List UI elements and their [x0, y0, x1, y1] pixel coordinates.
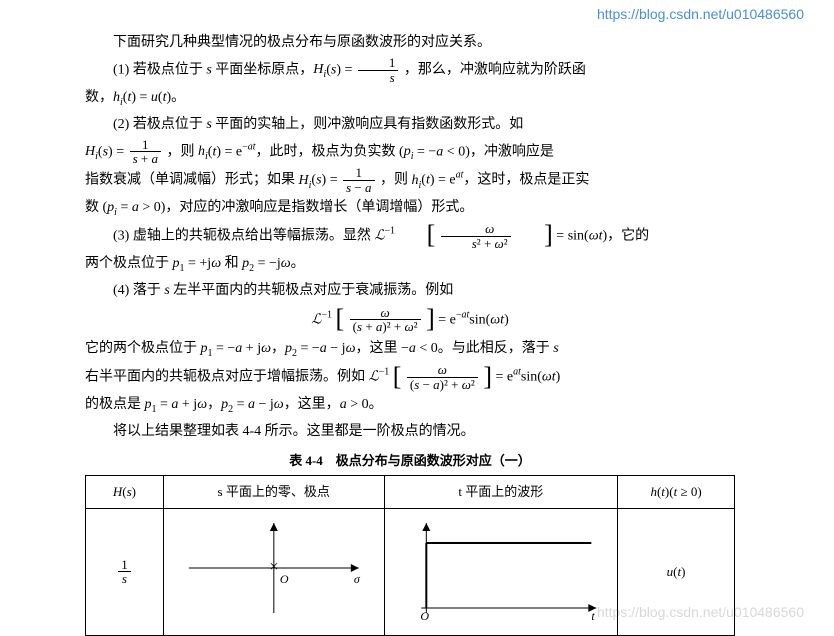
- para-3-line2: 两个极点位于 p1 = +jω 和 p2 = −jω。: [85, 251, 735, 278]
- para-2-line3: 指数衰减（单调减幅）形式；如果 Hi(s) = 1 s − a ，则 hi(t)…: [85, 166, 735, 195]
- equation-4: ℒ−1 [ ω (s + a)² + ω² ] = e−atsin(ωt): [85, 306, 735, 334]
- pole-zero-table: H(s) s 平面上的零、极点 t 平面上的波形 h(t)(t ≥ 0) 1 s…: [85, 475, 735, 636]
- svg-text:O: O: [420, 609, 429, 623]
- para-4-line2: 它的两个极点位于 p1 = −a + jω，p2 = −a − jω，这里 −a…: [85, 336, 735, 363]
- table-row: 1 s × O σ: [86, 508, 735, 635]
- th-ht: h(t)(t ≥ 0): [618, 475, 735, 508]
- svg-text:t: t: [591, 609, 595, 623]
- summary-para: 将以上结果整理如表 4-4 所示。这里都是一阶极点的情况。: [85, 419, 735, 445]
- p1-part-b: ，那么，冲激响应就为阶跃函: [404, 62, 586, 77]
- intro-para: 下面研究几种典型情况的极点分布与原函数波形的对应关系。: [85, 30, 735, 56]
- cell-splane: × O σ: [163, 508, 384, 635]
- para-4-line3: 右半平面内的共轭极点对应于增幅振荡。例如 ℒ−1 [ ω (s − a)² + …: [85, 363, 735, 391]
- table-header-row: H(s) s 平面上的零、极点 t 平面上的波形 h(t)(t ≥ 0): [86, 475, 735, 508]
- t-plane-diagram: O t: [391, 513, 612, 623]
- frac-1-over-s-plus-a: 1 s + a: [130, 138, 161, 166]
- table-title: 表 4-4 极点分布与原函数波形对应（一）: [85, 449, 735, 473]
- svg-text:×: ×: [269, 559, 278, 576]
- frac-1-over-s: 1 s: [358, 56, 399, 84]
- para-1-cont: 数，hi(t) = u(t)。: [85, 85, 735, 112]
- frac-1-over-s-minus-a: 1 s − a: [343, 166, 374, 194]
- frac-decay-osc: ω (s + a)² + ω²: [350, 306, 421, 334]
- th-tplane: t 平面上的波形: [384, 475, 618, 508]
- p1-part-a: (1) 若极点位于 s 平面坐标原点，Hi(s) =: [113, 62, 356, 77]
- para-3: (3) 虚轴上的共轭极点给出等幅振荡。显然 ℒ−1 [ ω s² + ω² ] …: [85, 222, 735, 250]
- th-hs: H(s): [86, 475, 164, 508]
- frac-omega-over-s2w2: ω s² + ω²: [441, 222, 511, 250]
- para-2-line4: 数 (pi = a > 0)，对应的冲激响应是指数增长（单调增幅）形式。: [85, 195, 735, 222]
- para-2-line2: Hi(s) = 1 s + a ，则 hi(t) = e−at，此时，极点为负实…: [85, 138, 735, 167]
- para-2: (2) 若极点位于 s 平面的实轴上，则冲激响应具有指数函数形式。如: [85, 112, 735, 138]
- para-4: (4) 落于 s 左半平面内的共轭极点对应于衰减振荡。例如: [85, 278, 735, 304]
- svg-text:σ: σ: [354, 572, 361, 586]
- document-page: 下面研究几种典型情况的极点分布与原函数波形的对应关系。 (1) 若极点位于 s …: [85, 30, 735, 636]
- watermark-top: https://blog.csdn.net/u010486560: [597, 6, 804, 22]
- para-1: (1) 若极点位于 s 平面坐标原点，Hi(s) = 1 s ，那么，冲激响应就…: [85, 56, 735, 85]
- cell-tplane: O t: [384, 508, 618, 635]
- svg-text:O: O: [280, 572, 289, 586]
- cell-ht: u(t): [618, 508, 735, 635]
- cell-hs: 1 s: [86, 508, 164, 635]
- para-4-line4: 的极点是 p1 = a + jω，p2 = a − jω，这里，a > 0。: [85, 392, 735, 419]
- frac-grow-osc: ω (s − a)² + ω²: [407, 363, 478, 391]
- th-splane: s 平面上的零、极点: [163, 475, 384, 508]
- s-plane-diagram: × O σ: [170, 513, 378, 623]
